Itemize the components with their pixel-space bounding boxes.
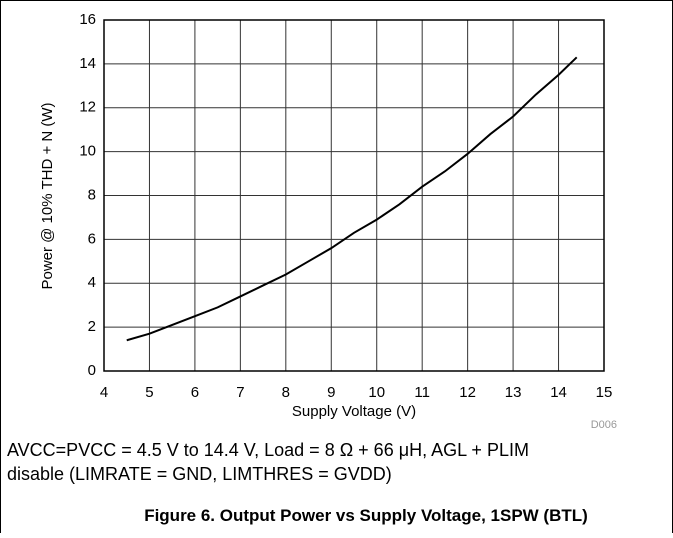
x-tick-label: 9: [327, 384, 335, 401]
x-tick-label: 15: [596, 384, 613, 401]
y-tick-label: 4: [88, 274, 96, 291]
x-tick-label: 6: [191, 384, 199, 401]
y-tick-label: 14: [79, 55, 96, 72]
x-tick-label: 7: [236, 384, 244, 401]
y-tick-label: 16: [79, 11, 96, 28]
caption-line: AVCC=PVCC = 4.5 V to 14.4 V, Load = 8 Ω …: [7, 440, 529, 460]
x-tick-label: 4: [100, 384, 108, 401]
y-tick-label: 12: [79, 99, 96, 116]
x-tick-label: 13: [505, 384, 522, 401]
y-axis-title: Power @ 10% THD + N (W): [39, 102, 56, 289]
data-line: [126, 56, 578, 342]
y-tick-label: 2: [88, 318, 96, 335]
x-tick-label: 10: [368, 384, 385, 401]
x-axis-title: Supply Voltage (V): [292, 403, 416, 420]
x-tick-label: 8: [282, 384, 290, 401]
x-tick-label: 14: [550, 384, 567, 401]
y-tick-label: 10: [79, 143, 96, 160]
caption-line: disable (LIMRATE = GND, LIMTHRES = GVDD): [7, 464, 392, 484]
x-tick-label: 11: [414, 384, 430, 401]
y-tick-label: 6: [88, 230, 96, 247]
plot-border: [103, 19, 605, 372]
y-tick-label: 0: [88, 362, 96, 379]
x-tick-label: 12: [459, 384, 476, 401]
y-tick-label: 8: [88, 186, 96, 203]
figure-code: D006: [591, 419, 617, 431]
figure-title: Figure 6. Output Power vs Supply Voltage…: [144, 506, 588, 525]
x-tick-label: 5: [145, 384, 153, 401]
